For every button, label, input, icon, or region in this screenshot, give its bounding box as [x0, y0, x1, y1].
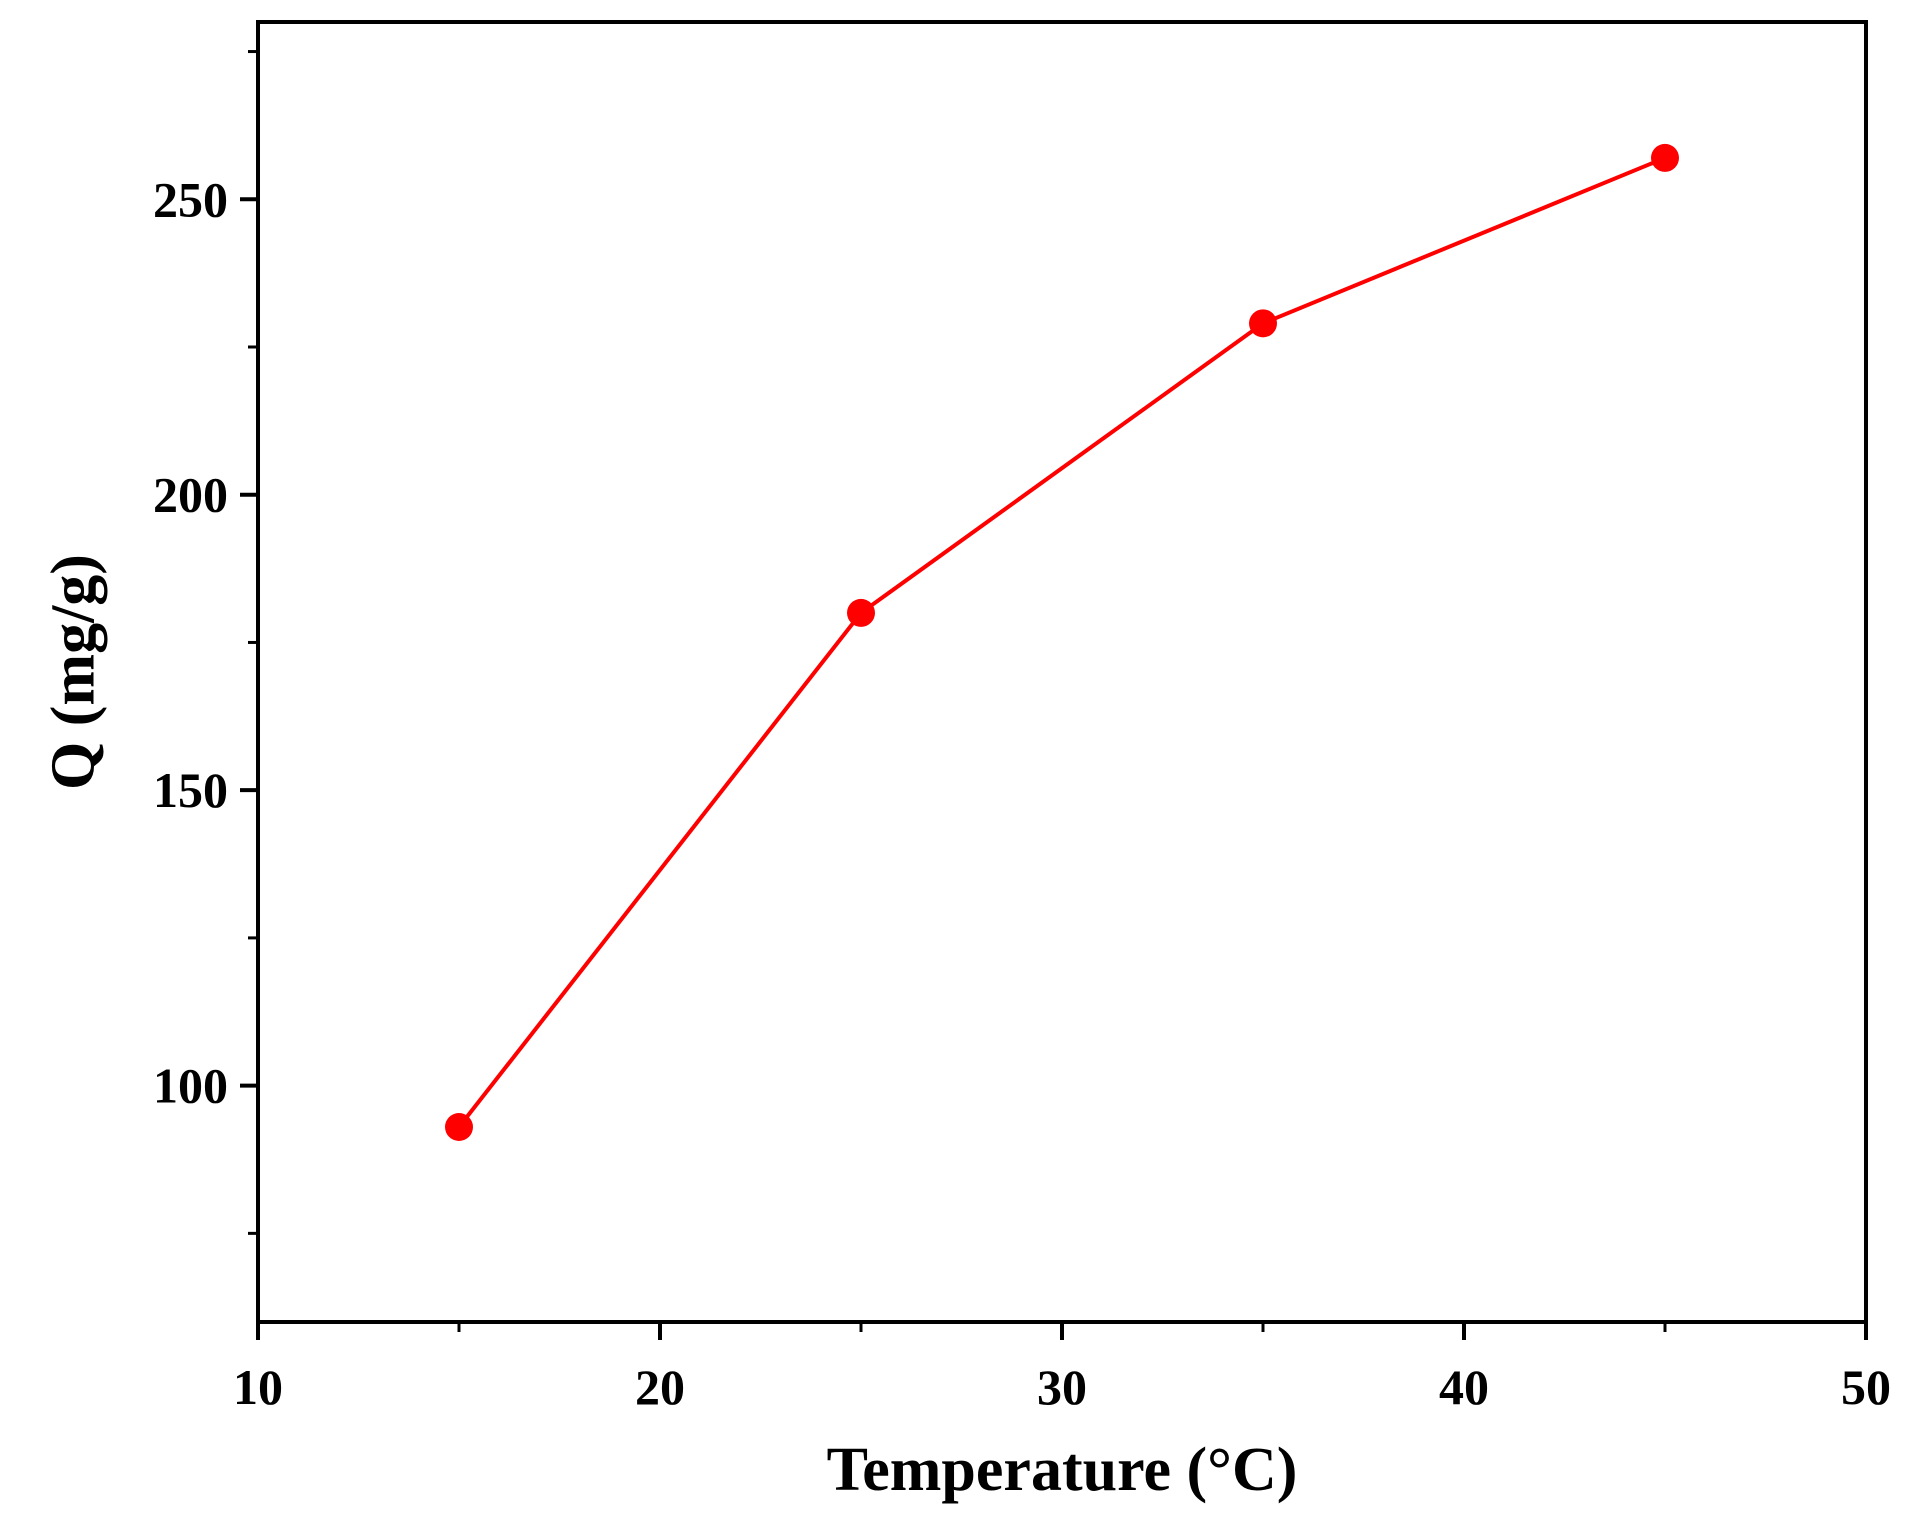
- data-series: [445, 143, 1679, 1141]
- x-tick-label: 40: [1439, 1359, 1489, 1415]
- data-point: [1651, 143, 1679, 172]
- x-axis-label: Temperature (°C): [827, 1436, 1298, 1504]
- y-tick-label: 200: [153, 467, 228, 523]
- data-point: [1249, 309, 1277, 338]
- plot-border: [256, 20, 1868, 1324]
- data-point: [445, 1113, 473, 1141]
- x-tick-label: 50: [1841, 1359, 1891, 1415]
- y-axis-label: Q (mg/g): [40, 554, 108, 790]
- y-tick-label: 100: [153, 1058, 228, 1114]
- tick-labels: 10 20 30 40 50 100 150 200 250: [153, 171, 1891, 1415]
- y-tick-label: 150: [153, 762, 228, 818]
- y-tick-label: 250: [153, 171, 228, 227]
- x-tick-label: 10: [233, 1359, 283, 1415]
- x-tick-label: 30: [1037, 1359, 1087, 1415]
- data-point: [847, 598, 875, 627]
- series-line: [457, 156, 1666, 1129]
- plot-frame: [256, 20, 1868, 1324]
- x-tick-label: 20: [635, 1359, 685, 1415]
- axis-ticks: [240, 50, 1868, 1340]
